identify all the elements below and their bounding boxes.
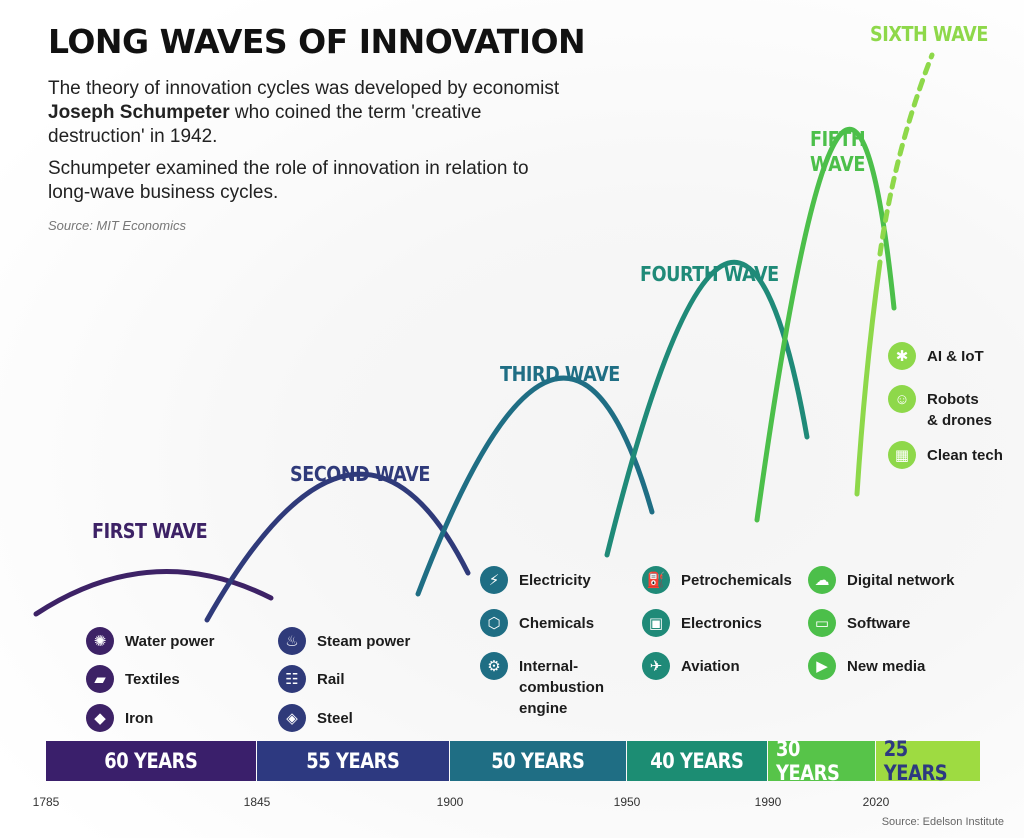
page-title: LONG WAVES OF INNOVATION xyxy=(48,22,586,61)
fifth-wave-label-text: FIFTH WAVE xyxy=(810,127,866,176)
year-label-1990: 1990 xyxy=(754,795,782,809)
iron-ingot-icon: ◆ xyxy=(86,704,114,732)
tech-iron: ◆ Iron xyxy=(86,704,154,732)
rail-track-icon: ☷ xyxy=(278,665,306,693)
cloud-network-icon: ☁ xyxy=(808,566,836,594)
tech-label: Robots & drones xyxy=(927,391,993,429)
tech-textiles: ▰ Textiles xyxy=(86,665,180,693)
tech-label: Digital network xyxy=(847,572,955,589)
steel-beam-icon: ◈ xyxy=(278,704,306,732)
tech-steel: ◈ Steel xyxy=(278,704,353,732)
duration-bar-third-wave: 50 YEARS xyxy=(450,741,626,781)
sixth-wave-curve xyxy=(854,259,883,497)
tech-label: Software xyxy=(847,615,911,632)
tech-label: New media xyxy=(847,658,926,675)
fifth-wave-curve xyxy=(754,126,897,523)
tech-electronics: ▣ Electronics xyxy=(642,609,762,637)
duration-label: 25 YEARS xyxy=(883,737,948,785)
tech-ai-iot: ✱ AI & IoT xyxy=(888,342,984,370)
fifth-wave-label: FIFTH WAVE xyxy=(810,127,866,177)
molecule-icon: ⬡ xyxy=(480,609,508,637)
fourth-wave-label: FOURTH WAVE xyxy=(640,262,779,286)
steam-train-icon: ♨ xyxy=(278,627,306,655)
tech-label: Chemicals xyxy=(519,615,595,632)
tech-rail: ☷ Rail xyxy=(278,665,345,693)
source-mit: Source: MIT Economics xyxy=(48,218,186,233)
tech-label: Steam power xyxy=(317,633,411,650)
sixth-wave-projection xyxy=(877,52,935,257)
sixth-wave-label: SIXTH WAVE xyxy=(870,22,988,46)
year-label-1900: 1900 xyxy=(436,795,464,809)
year-label-1950: 1950 xyxy=(613,795,641,809)
engine-icon: ⚙ xyxy=(480,652,508,680)
tech-electricity: ⚡ Electricity xyxy=(480,566,591,594)
duration-label: 30 YEARS xyxy=(776,737,840,785)
tech-label: Petrochemicals xyxy=(681,572,792,589)
solar-panel-icon: ▦ xyxy=(888,441,916,469)
tech-label: Water power xyxy=(125,633,215,650)
intro-text: The theory of innovation cycles was deve… xyxy=(48,77,568,213)
tech-aviation: ✈ Aviation xyxy=(642,652,740,680)
duration-bar-second-wave: 55 YEARS xyxy=(257,741,449,781)
duration-bar-fifth-wave: 30 YEARS xyxy=(768,737,875,785)
first-wave-curve xyxy=(33,569,274,617)
chip-icon: ▣ xyxy=(642,609,670,637)
tech-new-media: ▶ New media xyxy=(808,652,926,680)
schumpeter-name: Joseph Schumpeter xyxy=(48,102,230,123)
tech-label: Clean tech xyxy=(927,447,1003,464)
tech-petrochemicals: ⛽ Petrochemicals xyxy=(642,566,792,594)
tech-label: Textiles xyxy=(125,671,180,688)
tech-label: Aviation xyxy=(681,658,740,675)
tech-water-power: ✺ Water power xyxy=(86,627,215,655)
tech-label: Steel xyxy=(317,710,353,727)
textile-icon: ▰ xyxy=(86,665,114,693)
tech-digital-network: ☁ Digital network xyxy=(808,566,955,594)
intro-paragraph-2: Schumpeter examined the role of innovati… xyxy=(48,158,529,203)
tech-label: Internal- combustion engine xyxy=(519,658,604,717)
tech-label: AI & IoT xyxy=(927,348,984,365)
lightning-icon: ⚡ xyxy=(480,566,508,594)
second-wave-label: SECOND WAVE xyxy=(290,462,430,486)
intro-text-pre: The theory of innovation cycles was deve… xyxy=(48,78,560,99)
refinery-icon: ⛽ xyxy=(642,566,670,594)
tech-internal-combustion-engine: ⚙ Internal- combustion engine xyxy=(480,652,604,719)
media-player-icon: ▶ xyxy=(808,652,836,680)
tech-label: Electricity xyxy=(519,572,591,589)
year-label-1845: 1845 xyxy=(243,795,271,809)
third-wave-curve xyxy=(415,375,655,597)
duration-label: 60 YEARS xyxy=(104,749,198,773)
year-label-2020: 2020 xyxy=(862,795,890,809)
tech-steam-power: ♨ Steam power xyxy=(278,627,411,655)
duration-label: 55 YEARS xyxy=(306,749,400,773)
source-edelson: Source: Edelson Institute xyxy=(881,816,1004,828)
duration-label: 50 YEARS xyxy=(491,749,585,773)
fourth-wave-curve xyxy=(604,259,810,558)
airplane-icon: ✈ xyxy=(642,652,670,680)
duration-label: 40 YEARS xyxy=(650,749,744,773)
year-label-1785: 1785 xyxy=(32,795,60,809)
laptop-icon: ▭ xyxy=(808,609,836,637)
first-wave-label: FIRST WAVE xyxy=(92,519,208,543)
third-wave-label: THIRD WAVE xyxy=(500,362,620,386)
tech-clean-tech: ▦ Clean tech xyxy=(888,441,1003,469)
intro-paragraph-1: The theory of innovation cycles was deve… xyxy=(48,77,568,149)
robot-icon: ☺ xyxy=(888,385,916,413)
tech-robots-drones: ☺ Robots & drones xyxy=(888,385,993,431)
second-wave-curve xyxy=(204,471,471,623)
tech-label: Iron xyxy=(125,710,154,727)
water-wheel-icon: ✺ xyxy=(86,627,114,655)
duration-bar-sixth-wave: 25 YEARS xyxy=(876,737,980,785)
duration-bar-first-wave: 60 YEARS xyxy=(46,741,256,781)
duration-bar-fourth-wave: 40 YEARS xyxy=(627,741,767,781)
tech-label: Electronics xyxy=(681,615,762,632)
intro-text-post: who coined the term 'creative destructio… xyxy=(48,102,482,147)
brain-icon: ✱ xyxy=(888,342,916,370)
tech-label: Rail xyxy=(317,671,345,688)
tech-chemicals: ⬡ Chemicals xyxy=(480,609,595,637)
tech-software: ▭ Software xyxy=(808,609,911,637)
